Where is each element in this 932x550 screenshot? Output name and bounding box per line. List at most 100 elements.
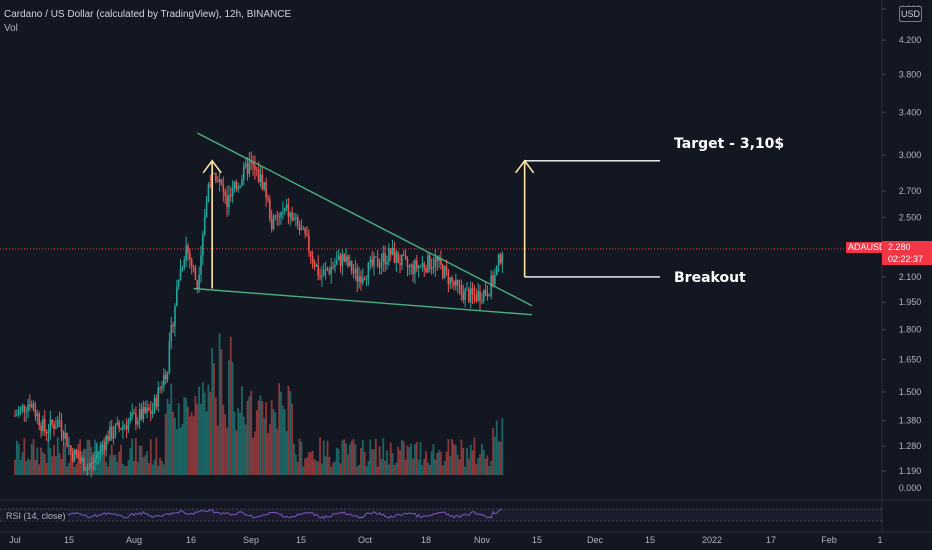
volume-bar xyxy=(479,454,481,475)
volume-bar xyxy=(159,457,161,475)
candle-body xyxy=(399,262,401,265)
volume-bar xyxy=(170,383,173,475)
candle-body xyxy=(285,204,288,208)
candle-body xyxy=(375,256,377,258)
volume-bar xyxy=(480,443,483,475)
candle-body xyxy=(43,418,46,432)
volume-bar xyxy=(501,418,504,475)
candle-body xyxy=(96,453,98,459)
volume-bar xyxy=(373,449,375,475)
candle-body xyxy=(198,274,200,289)
candle-body xyxy=(389,248,392,255)
candle-body xyxy=(328,270,331,274)
volume-bar xyxy=(241,386,243,475)
volume-bar xyxy=(166,398,169,475)
candle-body xyxy=(402,254,405,257)
candle-body xyxy=(488,295,491,297)
candle-body xyxy=(83,457,85,471)
volume-bar xyxy=(114,454,117,475)
candle-body xyxy=(239,185,241,188)
candle-body xyxy=(287,204,290,217)
volume-bar xyxy=(456,454,459,475)
candle-body xyxy=(244,163,247,167)
candle-body xyxy=(92,461,94,463)
volume-bar xyxy=(427,462,429,475)
volume-bar xyxy=(354,443,357,475)
volume-bar xyxy=(267,432,269,475)
target-annotation[interactable]: Target - 3,10$ xyxy=(674,136,785,152)
candle-body xyxy=(105,435,107,450)
volume-bar xyxy=(378,446,381,475)
candle-body xyxy=(499,254,502,264)
symbol-title[interactable]: Cardano / US Dollar (calculated by Tradi… xyxy=(4,9,292,20)
volume-bar xyxy=(142,456,145,475)
candle-body xyxy=(352,272,355,274)
volume-bar xyxy=(445,451,448,475)
candle-body xyxy=(345,256,347,262)
volume-bar xyxy=(324,456,327,475)
currency-badge[interactable]: USD xyxy=(899,6,922,22)
volume-bar xyxy=(42,452,44,475)
candle-body xyxy=(371,259,373,266)
volume-bar xyxy=(293,443,295,475)
candle-body xyxy=(23,405,26,413)
candle-body xyxy=(209,184,212,187)
candle-body xyxy=(380,262,383,267)
candle-body xyxy=(283,207,286,212)
volume-bar xyxy=(464,466,467,475)
candle-body xyxy=(110,426,113,439)
rsi-label[interactable]: RSI (14, close) xyxy=(4,511,68,521)
candle-body xyxy=(414,260,416,275)
volume-bar xyxy=(84,448,87,475)
volume-bar xyxy=(358,464,360,475)
breakout-annotation[interactable]: Breakout xyxy=(674,270,746,286)
time-tick-label: 15 xyxy=(532,535,542,545)
price-tick-label: 3.800 xyxy=(899,69,922,79)
volume-bar xyxy=(107,466,109,475)
volume-bar xyxy=(432,444,435,475)
volume-bar xyxy=(276,428,279,475)
volume-bar xyxy=(460,439,463,475)
volume-bar xyxy=(289,390,292,475)
volume-bar xyxy=(345,443,347,475)
candle-body xyxy=(443,266,446,278)
candle-body xyxy=(155,398,158,407)
candle-body xyxy=(423,263,425,269)
volume-bar xyxy=(337,448,340,475)
candle-body xyxy=(215,172,217,181)
candle-body xyxy=(205,202,208,218)
candle-body xyxy=(462,292,465,300)
volume-bar xyxy=(185,397,188,475)
candle-body xyxy=(291,212,293,221)
volume-bar xyxy=(71,458,74,475)
price-tick-label: 1.500 xyxy=(899,387,922,397)
candle-body xyxy=(256,169,258,171)
candle-body xyxy=(289,212,292,217)
volume-bar xyxy=(306,457,308,475)
volume-bar xyxy=(194,395,197,475)
volume-bar xyxy=(73,466,76,475)
volume-bar xyxy=(32,439,35,475)
volume-bar xyxy=(315,460,318,475)
volume-bar xyxy=(168,404,171,475)
volume-label[interactable]: Vol xyxy=(4,23,18,34)
volume-bar xyxy=(38,464,41,475)
candle-body xyxy=(293,218,295,221)
volume-bar xyxy=(101,445,104,475)
candle-body xyxy=(125,425,128,430)
time-tick-label: 15 xyxy=(645,535,655,545)
volume-bar xyxy=(60,459,63,475)
candle-body xyxy=(495,266,498,276)
volume-bar xyxy=(222,404,225,475)
volume-bar xyxy=(66,466,68,475)
price-axis[interactable]: 4.6004.2003.8003.4003.0002.7002.5002.100… xyxy=(882,4,921,493)
candle-body xyxy=(296,217,299,225)
volume-bar xyxy=(105,461,108,475)
volume-bar xyxy=(229,336,232,475)
candle-body xyxy=(295,217,297,219)
time-tick-label: Feb xyxy=(821,535,837,545)
time-axis[interactable]: Jul 15 Aug 16 Sep 15 Oct 18 Nov 15 Dec 15 2022 17 Feb 1 xyxy=(9,535,882,545)
candle-body xyxy=(42,418,44,431)
candle-body xyxy=(321,275,323,278)
